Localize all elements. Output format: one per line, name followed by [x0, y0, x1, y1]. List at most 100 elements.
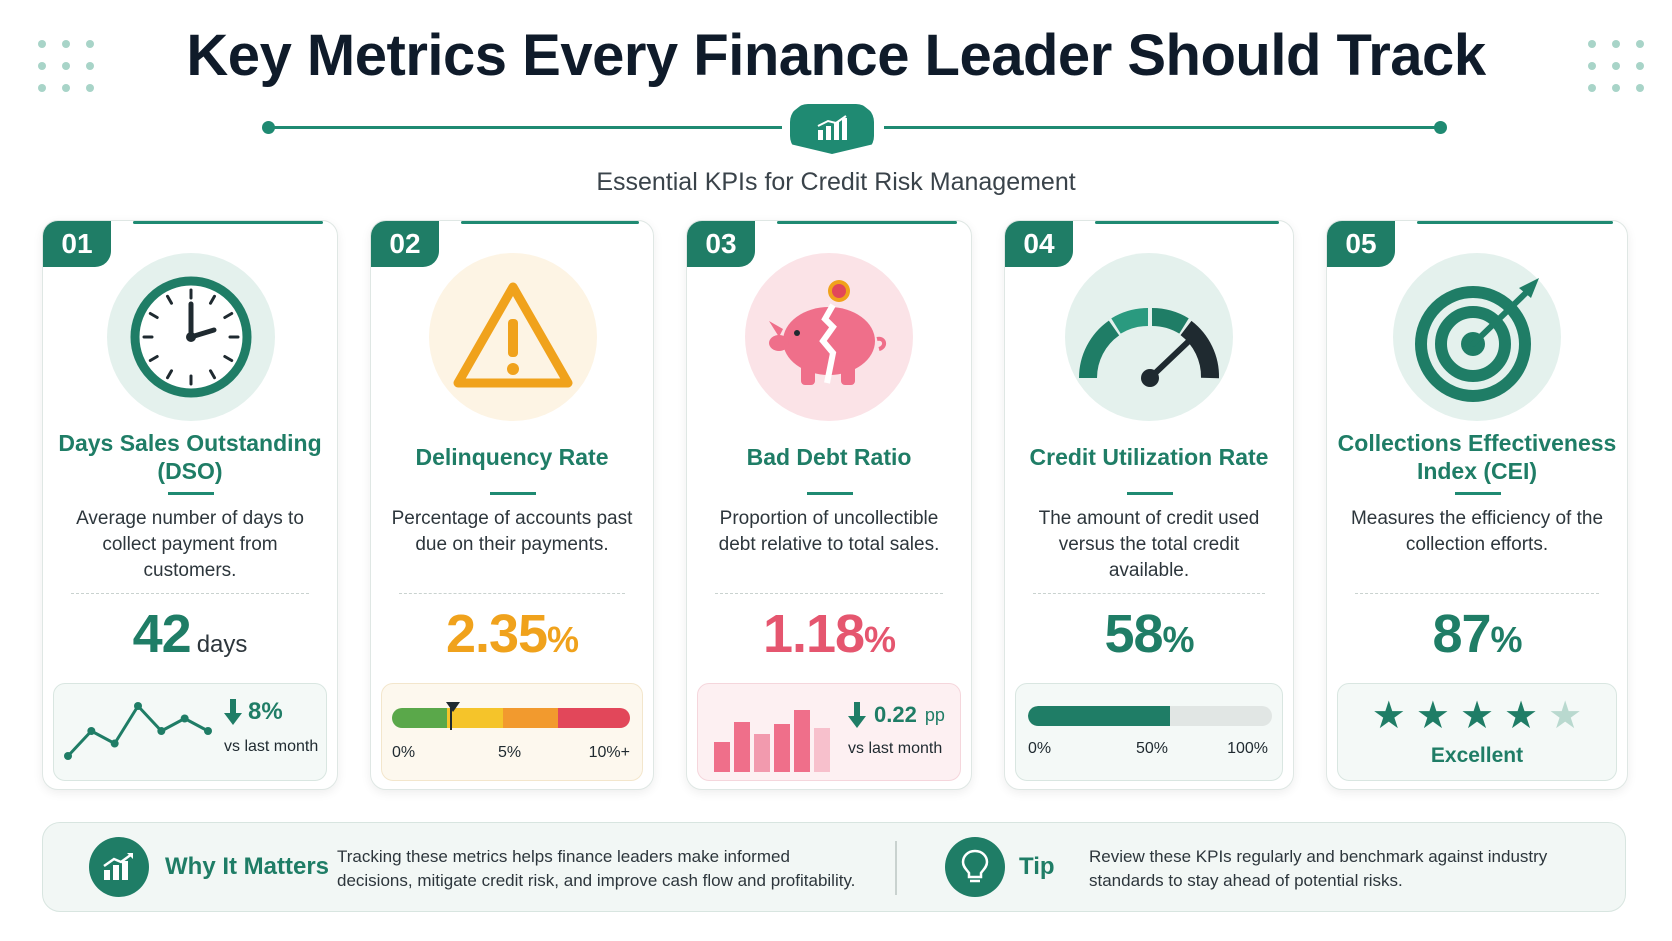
trend-point	[157, 727, 166, 735]
title-underline	[490, 492, 536, 495]
arrow-down-icon	[224, 699, 242, 725]
warning-icon	[429, 253, 597, 421]
why-it-matters-label: Why It Matters	[165, 853, 330, 880]
decorative-dot-grid-right	[1588, 40, 1646, 92]
bar	[794, 710, 810, 772]
card-title: Days Sales Outstanding (DSO)	[58, 430, 322, 484]
scale-label-min: 0%	[392, 744, 416, 761]
title-underline	[168, 492, 214, 495]
dashed-divider	[715, 593, 943, 594]
bad-debt-panel: 0.22 pp vs last month	[697, 683, 961, 781]
risk-scale-panel: 0% 5% 10%+	[381, 683, 643, 781]
trend-panel: 8% vs last month	[53, 683, 327, 781]
kpi-card-cei: 05 Collections Effectiveness Index (CEI)…	[1326, 220, 1628, 790]
arrow-down-icon	[848, 702, 866, 728]
card-number: 05	[1327, 221, 1395, 267]
bad-debt-bars	[714, 710, 830, 772]
scale-label-mid: 5%	[498, 744, 522, 761]
gauge-icon	[1065, 253, 1233, 421]
star-icon: ★	[1415, 693, 1450, 737]
card-top-accent	[133, 221, 323, 224]
bar	[774, 724, 790, 772]
card-description: Percentage of accounts past due on their…	[391, 508, 633, 555]
card-description: The amount of credit used versus the tot…	[1038, 508, 1260, 581]
lightbulb-icon	[945, 837, 1005, 897]
trend-point	[110, 739, 119, 748]
card-number: 04	[1005, 221, 1073, 267]
scale-label-max: 100%	[1227, 740, 1268, 757]
trend-point	[180, 714, 189, 723]
card-title: Credit Utilization Rate	[1029, 444, 1269, 470]
growth-chart-icon	[89, 837, 149, 897]
bar	[754, 734, 770, 772]
utilization-track	[1028, 706, 1272, 726]
title-underline	[807, 492, 853, 495]
tip-text: Review these KPIs regularly and benchmar…	[1089, 847, 1548, 890]
card-description: Proportion of uncollectible debt relativ…	[718, 508, 940, 555]
page-title: Key Metrics Every Finance Leader Should …	[186, 23, 1486, 88]
panel-divider	[895, 841, 897, 895]
dashed-divider	[1355, 593, 1599, 594]
card-title: Bad Debt Ratio	[746, 444, 912, 470]
card-number: 01	[43, 221, 111, 267]
insights-panel: Why It Matters Tracking these metrics he…	[42, 822, 1626, 912]
bar	[814, 728, 830, 772]
card-description: Average number of days to collect paymen…	[76, 508, 304, 581]
kpi-value: 2.35%	[445, 604, 579, 664]
title-underline	[1455, 492, 1501, 495]
card-number: 03	[687, 221, 755, 267]
change-value: 8%	[248, 698, 283, 725]
bar	[734, 722, 750, 772]
kpi-value: 58%	[1104, 604, 1194, 664]
target-icon	[1393, 253, 1561, 421]
why-it-matters-text: Tracking these metrics helps finance lea…	[337, 847, 856, 890]
title-rule-left	[268, 126, 782, 129]
star-icon: ★	[1504, 693, 1539, 737]
scale-label-max: 10%+	[588, 744, 630, 761]
star-icon: ★	[1459, 693, 1495, 737]
dashed-divider	[1033, 593, 1265, 594]
change-unit: pp	[924, 704, 945, 725]
bar	[714, 742, 730, 772]
change-indicator: 8%	[224, 698, 283, 726]
piggy-bank-icon	[745, 253, 913, 421]
title-underline	[1127, 492, 1173, 495]
card-description: Measures the efficiency of the collectio…	[1350, 508, 1604, 555]
card-title: Delinquency Rate	[415, 444, 609, 470]
trend-sparkline	[64, 702, 212, 760]
trend-point	[204, 727, 212, 735]
risk-scale-bar	[392, 708, 630, 728]
scale-label-mid: 50%	[1136, 740, 1169, 757]
page-subtitle: Essential KPIs for Credit Risk Managemen…	[596, 168, 1076, 196]
utilization-fill	[1028, 706, 1170, 726]
star-icon: ★	[1548, 693, 1583, 737]
kpi-card-credit-utilization: 04 Credit Utilization Rate The amount of…	[1004, 220, 1294, 790]
trend-point	[134, 702, 142, 710]
kpi-value: 1.18%	[762, 604, 896, 664]
bar-chart-badge-icon	[790, 104, 874, 154]
change-label: vs last month	[224, 738, 319, 755]
utilization-panel: 0% 50% 100%	[1015, 683, 1283, 781]
kpi-card-dso: 01 Days Sales Outstanding (DSO) Average …	[42, 220, 338, 790]
scale-marker-icon	[446, 702, 460, 712]
scale-marker-line	[450, 704, 452, 730]
rating-panel: ★ ★ ★ ★ ★ Excellent	[1337, 683, 1617, 781]
clock-icon	[107, 253, 275, 421]
trend-point	[87, 727, 96, 735]
change-label: vs last month	[848, 740, 943, 757]
dashed-divider	[71, 593, 309, 594]
card-top-accent	[1095, 221, 1279, 224]
dashed-divider	[399, 593, 625, 594]
title-rule-right	[884, 126, 1440, 129]
card-top-accent	[1417, 221, 1613, 224]
trend-point	[64, 752, 72, 760]
card-top-accent	[461, 221, 639, 224]
star-icon: ★	[1371, 693, 1406, 737]
card-number: 02	[371, 221, 439, 267]
change-indicator: 0.22 pp	[848, 702, 945, 728]
decorative-dot-grid-left	[38, 40, 96, 92]
kpi-card-delinquency: 02 Delinquency Rate Percentage of accoun…	[370, 220, 654, 790]
kpi-card-bad-debt: 03 Bad Debt Ratio Proportion of uncollec…	[686, 220, 972, 790]
scale-label-min: 0%	[1028, 740, 1052, 757]
star-rating: ★ ★ ★ ★ ★	[1338, 696, 1616, 734]
